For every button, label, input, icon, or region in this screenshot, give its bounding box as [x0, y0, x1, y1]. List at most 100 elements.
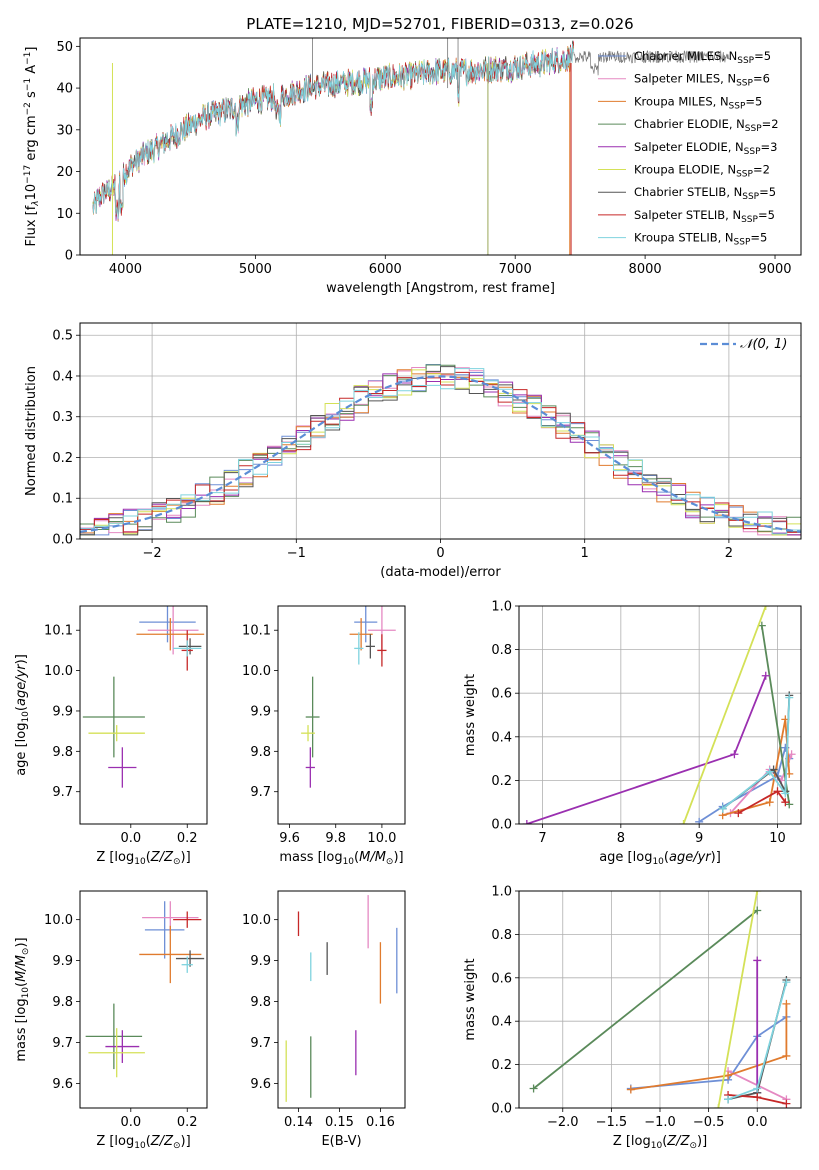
- legend-entry: Chabrier ELODIE, NSSP=2: [634, 117, 779, 134]
- y-tick-label: 9.8: [52, 745, 73, 760]
- x-tick-label: −2: [143, 546, 162, 561]
- x-tick-label: −1.5: [596, 1115, 628, 1130]
- weight-marker: [765, 798, 774, 807]
- y-tick-label: 9.8: [250, 995, 271, 1010]
- x-tick-label: 7: [538, 831, 546, 846]
- spectrum-axes: 4000 5000 6000 7000 8000 9000 0 10 20 30 40 50 wavel…: [23, 37, 802, 296]
- y-tick-label: 9.6: [250, 1077, 271, 1092]
- errorbar-point: [144, 901, 185, 959]
- errorbar-point: [175, 950, 205, 967]
- histogram-step: [80, 371, 801, 533]
- weight-marker: [724, 1071, 733, 1080]
- age_vs_Z-plot-area: [82, 606, 205, 788]
- weight-marker: [753, 1084, 762, 1093]
- errorbar-point: [139, 606, 196, 643]
- weight-series-line: [760, 625, 791, 805]
- y-tick-label: 0.5: [52, 329, 73, 344]
- weight-marker: [785, 693, 794, 702]
- errorbar-point: [147, 606, 199, 655]
- weight-marker: [753, 891, 762, 895]
- spectrum-series-line: [92, 43, 575, 219]
- axes-frame: [79, 322, 802, 540]
- x-axis-label: Z [log10(Z/Z⊙)]: [96, 850, 190, 867]
- y-axis-label: Normed distribution: [24, 366, 39, 496]
- weight-series-line: [630, 1016, 787, 1090]
- axes-frame: [79, 605, 208, 825]
- legend-entry: Kroupa MILES, NSSP=5: [634, 94, 762, 111]
- y-tick-label: 10.1: [242, 624, 271, 639]
- errorbar-point: [82, 676, 145, 758]
- y-tick-label: 0.6: [491, 971, 512, 986]
- errorbar-point: [85, 1003, 143, 1070]
- y-tick-label: 10.0: [242, 913, 271, 928]
- spectrum-data-line: [573, 50, 730, 76]
- x-tick-label: 1: [581, 546, 589, 561]
- x-tick-label: −0.5: [693, 1115, 725, 1130]
- y-tick-label: 0.0: [491, 818, 512, 833]
- x-tick-label: 0.14: [284, 1115, 313, 1130]
- y-tick-label: 0.2: [491, 774, 512, 789]
- x-axis-label: wavelength [Angstrom, rest frame]: [326, 281, 555, 296]
- y-tick-label: 10: [56, 207, 73, 222]
- histogram-step: [80, 368, 801, 535]
- y-axis-label: age [log10(age/yr)]: [14, 654, 31, 776]
- figure-title: PLATE=1210, MJD=52701, FIBERID=0313, z=0…: [246, 15, 633, 33]
- weight-marker: [765, 767, 774, 776]
- x-tick-label: 9.8: [325, 831, 346, 846]
- x-axis-label: (data-model)/error: [380, 565, 501, 580]
- x-axis-label: Z [log10(Z/Z⊙)]: [613, 1134, 707, 1151]
- x-tick-label: −2.0: [547, 1115, 579, 1130]
- legend-entry: Kroupa ELODIE, NSSP=2: [634, 163, 770, 180]
- y-tick-label: 0.6: [491, 687, 512, 702]
- weight-marker: [782, 1099, 791, 1108]
- axes-frame: [518, 890, 802, 1109]
- y-tick-label: 1.0: [491, 600, 512, 615]
- x-tick-label: 7000: [499, 262, 532, 277]
- y-tick-label: 9.7: [250, 785, 271, 800]
- weight-marker: [695, 817, 704, 824]
- x-tick-label: 0.16: [366, 1115, 395, 1130]
- x-axis-label: age [log10(age/yr)]: [599, 850, 721, 867]
- weight-marker: [787, 750, 796, 759]
- mass_vs_Z-axes: 0.0 0.2 9.6 9.7 9.8 9.9 10.0 Z [log10(Z/Z⊙)] mas…: [14, 890, 208, 1151]
- x-tick-label: 0.2: [177, 831, 198, 846]
- y-tick-label: 0.4: [52, 369, 73, 384]
- x-tick-label: 0.0: [747, 1115, 768, 1130]
- y-tick-label: 30: [56, 123, 73, 138]
- weight-series-line: [717, 891, 759, 1108]
- weight_vs_age-plot-area: [519, 606, 801, 824]
- spectrum-plot-area: [92, 38, 730, 255]
- errorbar-point: [354, 632, 364, 665]
- y-tick-label: 0.2: [52, 451, 73, 466]
- legend-entry: 𝒩(0, 1): [740, 337, 787, 352]
- weight-marker: [773, 787, 782, 796]
- y-tick-label: 9.8: [250, 745, 271, 760]
- weight-marker: [730, 750, 739, 759]
- histogram-step: [80, 366, 801, 536]
- weight-marker: [753, 956, 762, 965]
- y-tick-label: 40: [56, 82, 73, 97]
- y-tick-label: 0.0: [491, 1102, 512, 1117]
- weight-marker: [718, 804, 727, 813]
- y-axis-label: mass weight: [463, 674, 478, 756]
- axes-frame: [79, 890, 208, 1109]
- mass_vs_ebv-axes: 0.14 0.15 0.16 9.6 9.7 9.8 9.9 10.0 E(B-V): [242, 890, 406, 1149]
- weight-series-line: [722, 697, 791, 810]
- axes-frame: [277, 890, 406, 1109]
- legend-entry: Kroupa STELIB, NSSP=5: [634, 231, 767, 248]
- weight_vs_age-axes: 7 8 9 10 0.0 0.2 0.4 0.6 0.8 1.0 age [log10(age/yr…: [463, 600, 802, 867]
- weight-series-line: [682, 606, 767, 824]
- errorbar-point: [305, 747, 315, 788]
- y-axis-label: mass weight: [463, 958, 478, 1040]
- weight-marker: [679, 820, 688, 824]
- legend-entry: Chabrier STELIB, NSSP=5: [634, 185, 776, 202]
- legend-entry: Salpeter ELODIE, NSSP=3: [634, 140, 777, 157]
- age_vs_mass-axes: 9.6 9.8 10.0 9.7 9.8 9.9 10.0 10.1 mass [log10(M…: [242, 605, 406, 867]
- y-tick-label: 9.7: [250, 1036, 271, 1051]
- x-tick-label: 4000: [109, 262, 142, 277]
- mass_vs_ebv-plot-area: [285, 895, 398, 1102]
- weight-marker: [782, 1051, 791, 1060]
- y-tick-label: 10.1: [44, 624, 73, 639]
- y-tick-label: 0.4: [491, 1015, 512, 1030]
